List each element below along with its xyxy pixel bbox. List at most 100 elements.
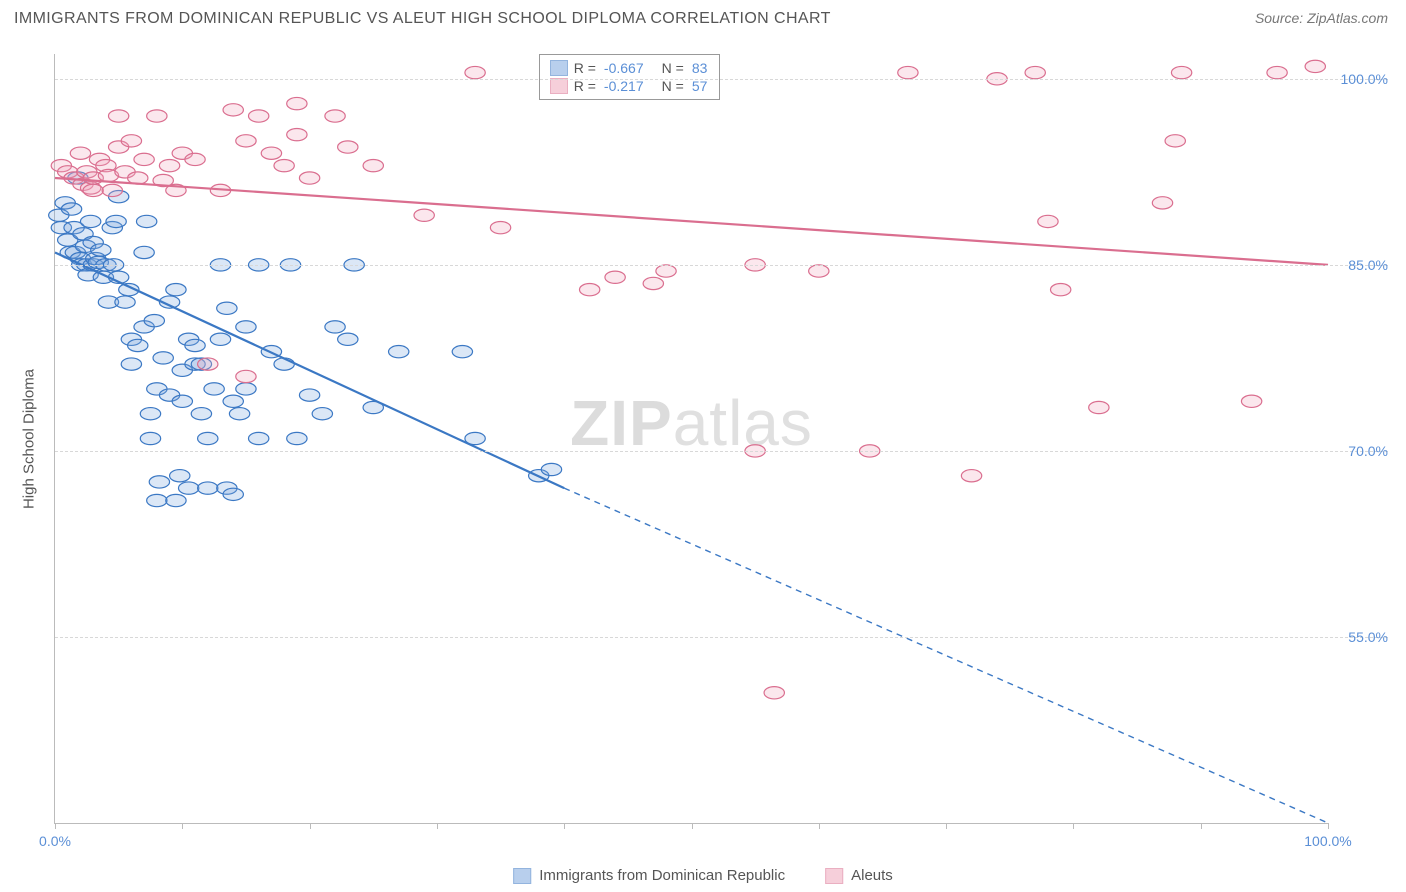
data-point-dominican xyxy=(338,333,358,345)
data-point-aleuts xyxy=(236,370,256,382)
data-point-aleuts xyxy=(1152,197,1172,209)
y-tick-label: 70.0% xyxy=(1332,443,1388,459)
data-point-aleuts xyxy=(656,265,676,277)
x-tick xyxy=(1201,823,1202,829)
data-point-dominican xyxy=(198,482,218,494)
data-point-dominican xyxy=(149,476,169,488)
y-tick-label: 85.0% xyxy=(1332,257,1388,273)
data-point-dominican xyxy=(178,482,198,494)
data-point-dominican xyxy=(136,215,156,227)
data-point-dominican xyxy=(140,432,160,444)
data-point-dominican xyxy=(61,203,81,215)
data-point-dominican xyxy=(210,333,230,345)
legend-r-label: R = xyxy=(574,60,596,76)
chart-title: IMMIGRANTS FROM DOMINICAN REPUBLIC VS AL… xyxy=(14,10,831,28)
legend-swatch xyxy=(513,868,531,884)
source-link[interactable]: ZipAtlas.com xyxy=(1307,10,1388,26)
x-tick xyxy=(310,823,311,829)
data-point-aleuts xyxy=(185,153,205,165)
legend-swatch xyxy=(825,868,843,884)
data-point-aleuts xyxy=(83,184,103,196)
data-point-dominican xyxy=(128,339,148,351)
data-point-aleuts xyxy=(299,172,319,184)
gridline xyxy=(55,637,1388,638)
data-point-aleuts xyxy=(134,153,154,165)
legend-n-value: 83 xyxy=(692,60,708,76)
data-point-aleuts xyxy=(147,110,167,122)
data-point-aleuts xyxy=(1165,135,1185,147)
data-point-dominican xyxy=(191,408,211,420)
data-point-dominican xyxy=(287,432,307,444)
data-point-dominican xyxy=(121,358,141,370)
data-point-aleuts xyxy=(1241,395,1261,407)
x-tick xyxy=(182,823,183,829)
data-point-dominican xyxy=(134,246,154,258)
legend-r-value: -0.217 xyxy=(604,78,644,94)
data-point-aleuts xyxy=(363,159,383,171)
source-attribution: Source: ZipAtlas.com xyxy=(1255,10,1388,26)
data-point-aleuts xyxy=(414,209,434,221)
gridline xyxy=(55,451,1388,452)
series-legend: Immigrants from Dominican Republic Aleuts xyxy=(513,867,893,884)
data-point-dominican xyxy=(452,346,472,358)
data-point-aleuts xyxy=(325,110,345,122)
plot-area: High School Diploma ZIPatlas R =-0.667N … xyxy=(54,54,1328,824)
data-point-dominican xyxy=(172,395,192,407)
data-point-aleuts xyxy=(465,66,485,78)
x-tick xyxy=(437,823,438,829)
gridline xyxy=(55,79,1388,80)
data-point-aleuts xyxy=(236,135,256,147)
data-point-dominican xyxy=(299,389,319,401)
data-point-aleuts xyxy=(274,159,294,171)
data-point-dominican xyxy=(204,383,224,395)
legend-swatch xyxy=(550,78,568,94)
legend-row-dominican: R = -0.667 N = 83 xyxy=(550,59,710,77)
data-point-aleuts xyxy=(287,97,307,109)
data-point-dominican xyxy=(223,488,243,500)
legend-n-value: 57 xyxy=(692,78,708,94)
data-point-aleuts xyxy=(223,104,243,116)
plot-svg xyxy=(55,54,1328,823)
chart-container: High School Diploma ZIPatlas R =-0.667N … xyxy=(14,40,1388,852)
data-point-aleuts xyxy=(643,277,663,289)
x-tick xyxy=(692,823,693,829)
series-label: Immigrants from Dominican Republic xyxy=(539,867,785,884)
data-point-aleuts xyxy=(121,135,141,147)
data-point-aleuts xyxy=(159,159,179,171)
data-point-dominican xyxy=(274,358,294,370)
data-point-dominican xyxy=(185,339,205,351)
source-prefix: Source: xyxy=(1255,10,1307,26)
data-point-aleuts xyxy=(70,147,90,159)
x-tick xyxy=(564,823,565,829)
data-point-aleuts xyxy=(338,141,358,153)
y-axis-title: High School Diploma xyxy=(21,368,38,508)
data-point-aleuts xyxy=(198,358,218,370)
legend-swatch xyxy=(550,60,568,76)
x-tick xyxy=(946,823,947,829)
data-point-aleuts xyxy=(490,221,510,233)
x-tick xyxy=(1073,823,1074,829)
data-point-aleuts xyxy=(287,128,307,140)
data-point-dominican xyxy=(80,215,100,227)
x-tick-label: 100.0% xyxy=(1304,833,1351,849)
legend-r-value: -0.667 xyxy=(604,60,644,76)
data-point-aleuts xyxy=(764,687,784,699)
correlation-legend: R = -0.667 N = 83R = -0.217 N = 57 xyxy=(539,54,721,100)
data-point-dominican xyxy=(147,494,167,506)
data-point-dominican xyxy=(312,408,332,420)
series-legend-item-aleuts: Aleuts xyxy=(825,867,893,884)
data-point-aleuts xyxy=(108,110,128,122)
data-point-aleuts xyxy=(1050,284,1070,296)
legend-n-label: N = xyxy=(662,60,684,76)
data-point-dominican xyxy=(325,321,345,333)
data-point-dominican xyxy=(223,395,243,407)
x-tick xyxy=(55,823,56,829)
y-tick-label: 100.0% xyxy=(1332,71,1388,87)
data-point-aleuts xyxy=(579,284,599,296)
legend-r-label: R = xyxy=(574,78,596,94)
data-point-dominican xyxy=(115,296,135,308)
data-point-dominican xyxy=(236,383,256,395)
data-point-dominican xyxy=(217,302,237,314)
data-point-aleuts xyxy=(1089,401,1109,413)
trendline-extrapolated-dominican xyxy=(564,488,1328,823)
